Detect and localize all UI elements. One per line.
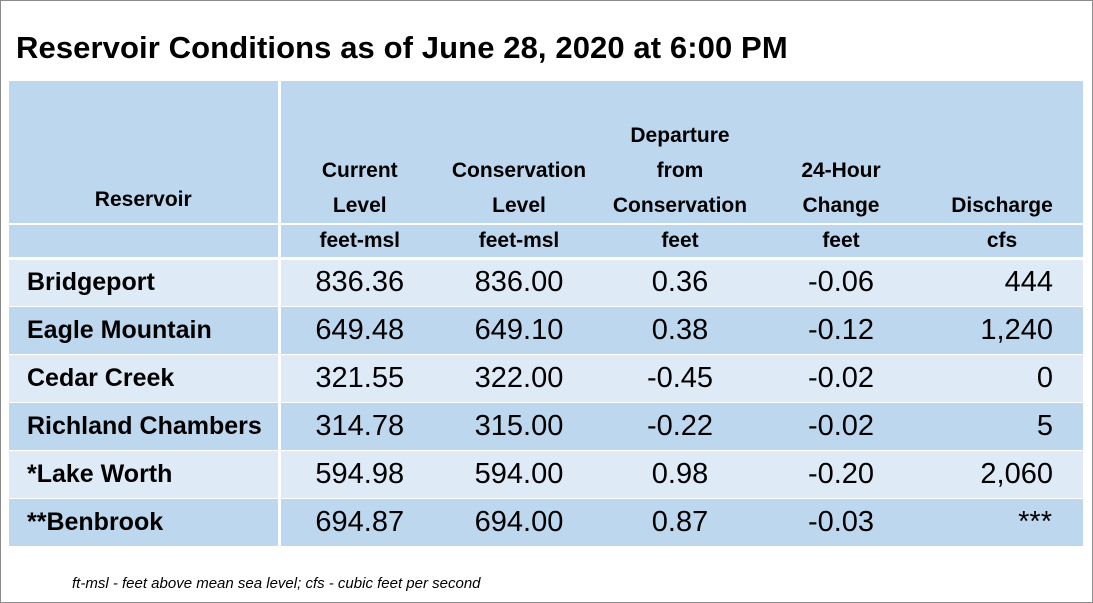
cell-departure: 0.98	[599, 450, 761, 499]
header-discharge-label: Discharge	[951, 194, 1053, 217]
cell-reservoir: Richland Chambers	[9, 402, 281, 451]
header-current-level: Current Level	[279, 81, 439, 224]
cell-conservation-level: 694.00	[439, 498, 599, 547]
cell-reservoir: Eagle Mountain	[9, 306, 281, 355]
header-current-line-2: Level	[332, 194, 387, 217]
cell-conservation-level: 322.00	[439, 354, 599, 403]
header-conservation-line-1: Conservation	[451, 159, 587, 182]
table-row: *Lake Worth 594.98 594.00 0.98 -0.20 2,060	[9, 450, 1083, 499]
cell-current-level: 594.98	[279, 450, 439, 499]
header-conservation-line-2: Level	[492, 194, 546, 217]
unit-24h-change: feet	[761, 223, 921, 260]
header-departure-line-2: from	[656, 159, 704, 182]
cell-discharge: 5	[921, 402, 1083, 451]
table-row: Cedar Creek 321.55 322.00 -0.45 -0.02 0	[9, 354, 1083, 403]
unit-departure: feet	[599, 223, 761, 260]
cell-departure: 0.87	[599, 498, 761, 547]
cell-24h-change: -0.02	[761, 402, 921, 451]
reservoir-table: Reservoir Current Level Conservation Lev…	[9, 81, 1083, 547]
footnote: ft-msl - feet above mean sea level; cfs …	[72, 575, 481, 592]
header-departure: Departure from Conservation	[599, 81, 761, 224]
header-current-line-1: Current	[321, 159, 398, 182]
cell-discharge: 1,240	[921, 306, 1083, 355]
cell-24h-change: -0.02	[761, 354, 921, 403]
cell-conservation-level: 594.00	[439, 450, 599, 499]
cell-departure: 0.38	[599, 306, 761, 355]
header-change-line-2: Change	[802, 194, 880, 217]
unit-current-level: feet-msl	[279, 223, 439, 260]
header-conservation-level: Conservation Level	[439, 81, 599, 224]
header-row: Reservoir Current Level Conservation Lev…	[9, 81, 1083, 224]
header-departure-line-1: Departure	[630, 124, 730, 147]
cell-current-level: 321.55	[279, 354, 439, 403]
cell-24h-change: -0.06	[761, 258, 921, 307]
cell-24h-change: -0.12	[761, 306, 921, 355]
cell-discharge: 0	[921, 354, 1083, 403]
header-departure-line-3: Conservation	[612, 194, 748, 217]
cell-reservoir: Bridgeport	[9, 258, 281, 307]
cell-discharge: 444	[921, 258, 1083, 307]
header-discharge: Discharge	[921, 81, 1083, 224]
cell-24h-change: -0.20	[761, 450, 921, 499]
cell-conservation-level: 315.00	[439, 402, 599, 451]
page-title: Reservoir Conditions as of June 28, 2020…	[16, 30, 788, 65]
header-reservoir-label: Reservoir	[94, 188, 192, 211]
table-row: Richland Chambers 314.78 315.00 -0.22 -0.02 5	[9, 402, 1083, 451]
cell-reservoir: Cedar Creek	[9, 354, 281, 403]
cell-reservoir: **Benbrook	[9, 498, 281, 547]
cell-departure: -0.45	[599, 354, 761, 403]
header-reservoir: Reservoir	[9, 81, 281, 224]
cell-current-level: 314.78	[279, 402, 439, 451]
units-row: feet-msl feet-msl feet feet cfs	[9, 223, 1083, 260]
cell-current-level: 836.36	[279, 258, 439, 307]
unit-discharge: cfs	[921, 223, 1083, 260]
table-row: **Benbrook 694.87 694.00 0.87 -0.03 ***	[9, 498, 1083, 547]
cell-reservoir: *Lake Worth	[9, 450, 281, 499]
cell-current-level: 649.48	[279, 306, 439, 355]
cell-departure: -0.22	[599, 402, 761, 451]
unit-reservoir	[9, 223, 281, 260]
unit-conservation-level: feet-msl	[439, 223, 599, 260]
cell-conservation-level: 836.00	[439, 258, 599, 307]
cell-discharge: 2,060	[921, 450, 1083, 499]
cell-24h-change: -0.03	[761, 498, 921, 547]
cell-current-level: 694.87	[279, 498, 439, 547]
table-row: Eagle Mountain 649.48 649.10 0.38 -0.12 1,240	[9, 306, 1083, 355]
cell-discharge: ***	[921, 498, 1083, 547]
header-change-line-1: 24-Hour	[801, 159, 881, 182]
cell-departure: 0.36	[599, 258, 761, 307]
header-24h-change: 24-Hour Change	[761, 81, 921, 224]
table-row: Bridgeport 836.36 836.00 0.36 -0.06 444	[9, 258, 1083, 307]
cell-conservation-level: 649.10	[439, 306, 599, 355]
